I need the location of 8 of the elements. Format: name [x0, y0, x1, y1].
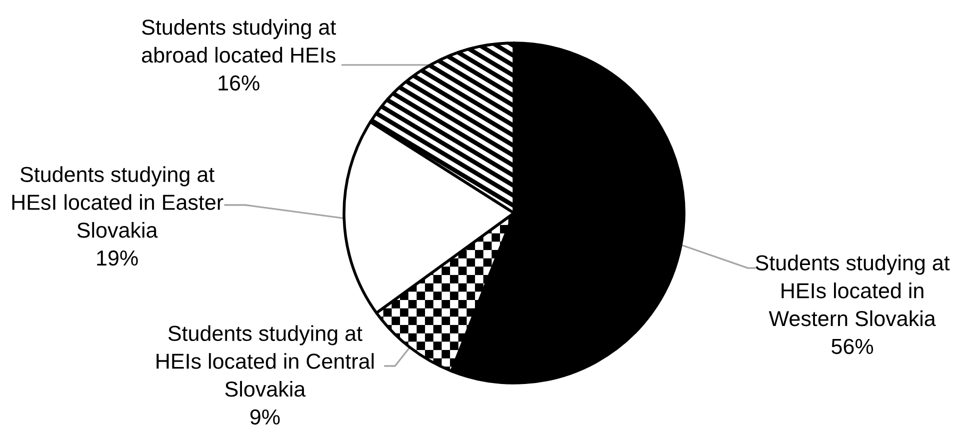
- slice-label: Students studying at HEsI located in Easter Slovakia: [12, 166, 224, 238]
- slice-label: Students studying at HEIs located in Western Slovakia: [756, 254, 950, 326]
- data-label: 19%: [97, 250, 138, 266]
- data-label: 9%: [250, 409, 280, 425]
- slice-label: Students studying at HEIs located in Central Slovakia: [156, 325, 374, 397]
- data-label: 56%: [832, 338, 874, 354]
- data-label: 16%: [218, 75, 260, 91]
- slice-label: Students studying at abroad located HEIs: [142, 19, 336, 63]
